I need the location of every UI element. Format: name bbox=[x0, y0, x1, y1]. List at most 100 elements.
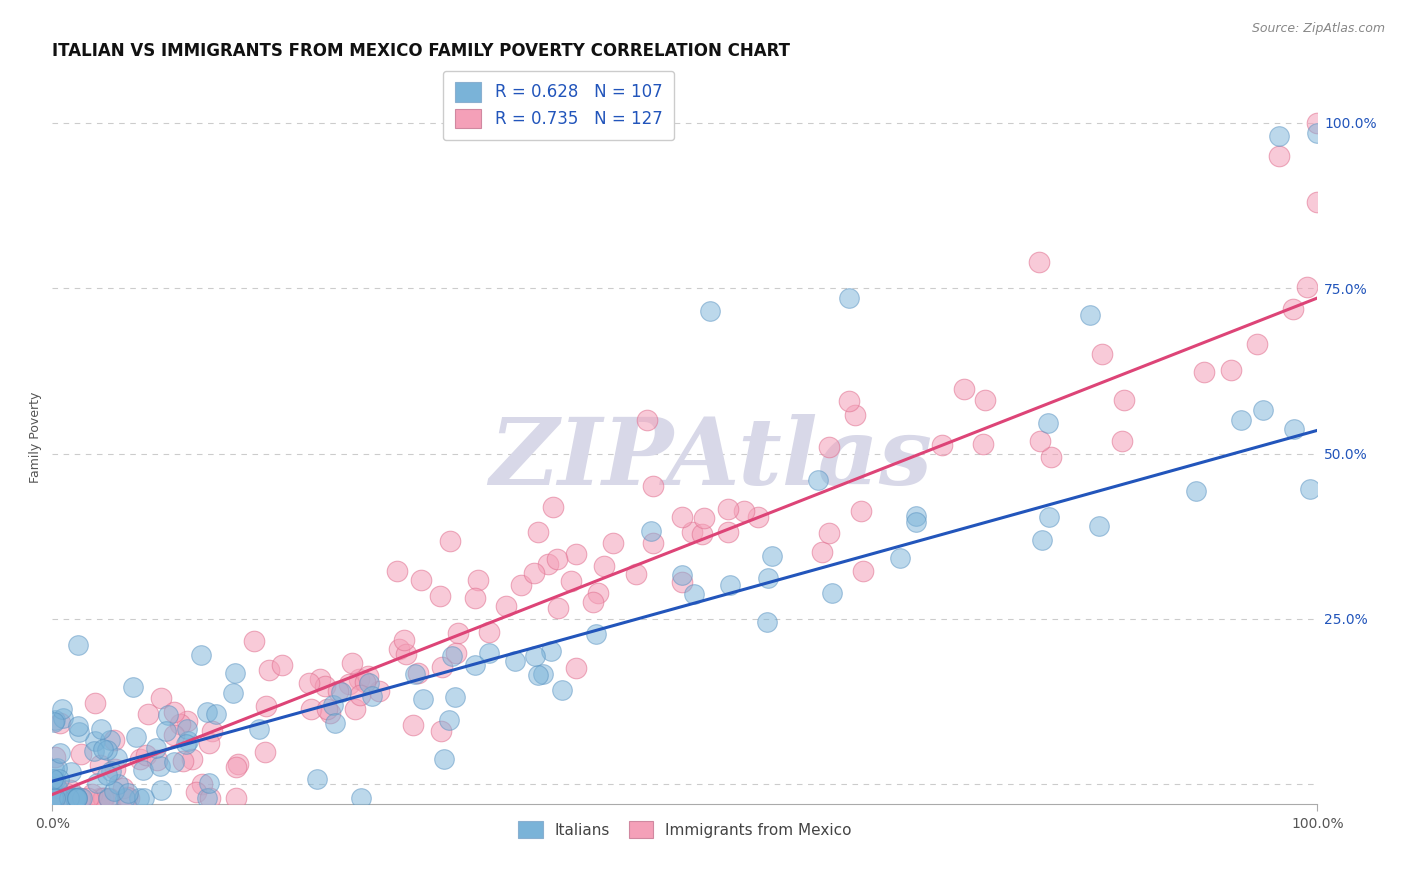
Point bbox=[83, 744, 105, 758]
Point bbox=[225, 790, 247, 805]
Point bbox=[243, 633, 266, 648]
Point bbox=[181, 751, 204, 765]
Point bbox=[322, 698, 344, 713]
Point bbox=[328, 684, 350, 698]
Point bbox=[117, 786, 139, 800]
Point bbox=[523, 648, 546, 663]
Point bbox=[67, 718, 90, 732]
Point bbox=[257, 664, 280, 678]
Point bbox=[844, 408, 866, 422]
Point bbox=[198, 736, 221, 750]
Point bbox=[325, 716, 347, 731]
Y-axis label: Family Poverty: Family Poverty bbox=[30, 392, 42, 483]
Point bbox=[1306, 194, 1329, 209]
Point bbox=[852, 564, 875, 578]
Point bbox=[89, 790, 111, 805]
Point bbox=[547, 601, 569, 615]
Point bbox=[162, 705, 184, 719]
Point bbox=[692, 527, 714, 541]
Point bbox=[439, 534, 461, 549]
Point bbox=[974, 393, 997, 408]
Point bbox=[495, 599, 517, 613]
Point bbox=[44, 790, 66, 805]
Point bbox=[42, 790, 65, 805]
Point bbox=[1088, 518, 1111, 533]
Point bbox=[91, 790, 114, 805]
Point bbox=[527, 667, 550, 681]
Point bbox=[330, 685, 353, 699]
Point bbox=[550, 683, 572, 698]
Point bbox=[63, 790, 86, 805]
Point bbox=[134, 748, 156, 763]
Point bbox=[190, 777, 212, 791]
Point bbox=[1306, 115, 1329, 129]
Point bbox=[1091, 347, 1114, 361]
Point bbox=[931, 438, 953, 452]
Point bbox=[41, 775, 63, 789]
Point bbox=[122, 680, 145, 694]
Point bbox=[305, 772, 328, 786]
Point bbox=[641, 479, 664, 493]
Point bbox=[503, 654, 526, 668]
Point bbox=[340, 656, 363, 670]
Point bbox=[111, 781, 134, 796]
Point bbox=[953, 382, 976, 396]
Point bbox=[298, 675, 321, 690]
Point bbox=[51, 702, 73, 716]
Point bbox=[117, 790, 139, 805]
Point bbox=[807, 473, 830, 487]
Point bbox=[394, 647, 416, 661]
Point bbox=[350, 790, 373, 805]
Point bbox=[41, 790, 63, 805]
Point bbox=[681, 525, 703, 540]
Point bbox=[42, 790, 65, 805]
Point bbox=[337, 677, 360, 691]
Point bbox=[444, 690, 467, 704]
Point bbox=[145, 753, 167, 767]
Point bbox=[624, 566, 647, 581]
Point bbox=[1114, 393, 1136, 408]
Point bbox=[1039, 450, 1062, 464]
Point bbox=[195, 790, 218, 805]
Point bbox=[59, 783, 82, 797]
Point bbox=[565, 547, 588, 561]
Point bbox=[565, 661, 588, 675]
Point bbox=[41, 785, 63, 799]
Point bbox=[849, 504, 872, 518]
Point bbox=[357, 675, 380, 690]
Point bbox=[156, 707, 179, 722]
Point bbox=[247, 723, 270, 737]
Point bbox=[201, 724, 224, 739]
Point bbox=[134, 790, 156, 805]
Point bbox=[1306, 126, 1329, 140]
Point bbox=[1219, 363, 1241, 377]
Point bbox=[148, 758, 170, 772]
Point bbox=[733, 504, 755, 518]
Point bbox=[41, 790, 63, 805]
Point bbox=[52, 790, 75, 805]
Point bbox=[45, 760, 67, 774]
Point bbox=[136, 707, 159, 722]
Point bbox=[540, 644, 562, 658]
Point bbox=[640, 524, 662, 538]
Point bbox=[1078, 308, 1101, 322]
Point bbox=[585, 626, 607, 640]
Point bbox=[129, 752, 152, 766]
Point bbox=[717, 524, 740, 539]
Point bbox=[44, 715, 66, 730]
Point bbox=[149, 690, 172, 705]
Point bbox=[70, 790, 93, 805]
Text: ITALIAN VS IMMIGRANTS FROM MEXICO FAMILY POVERTY CORRELATION CHART: ITALIAN VS IMMIGRANTS FROM MEXICO FAMILY… bbox=[52, 42, 790, 60]
Point bbox=[254, 699, 277, 714]
Point bbox=[228, 757, 250, 772]
Point bbox=[821, 586, 844, 600]
Point bbox=[42, 790, 65, 805]
Point bbox=[818, 525, 841, 540]
Point bbox=[889, 551, 911, 566]
Point bbox=[58, 790, 80, 805]
Point bbox=[89, 758, 111, 772]
Point bbox=[224, 666, 246, 681]
Point bbox=[756, 571, 779, 585]
Point bbox=[55, 785, 77, 799]
Point bbox=[699, 304, 721, 318]
